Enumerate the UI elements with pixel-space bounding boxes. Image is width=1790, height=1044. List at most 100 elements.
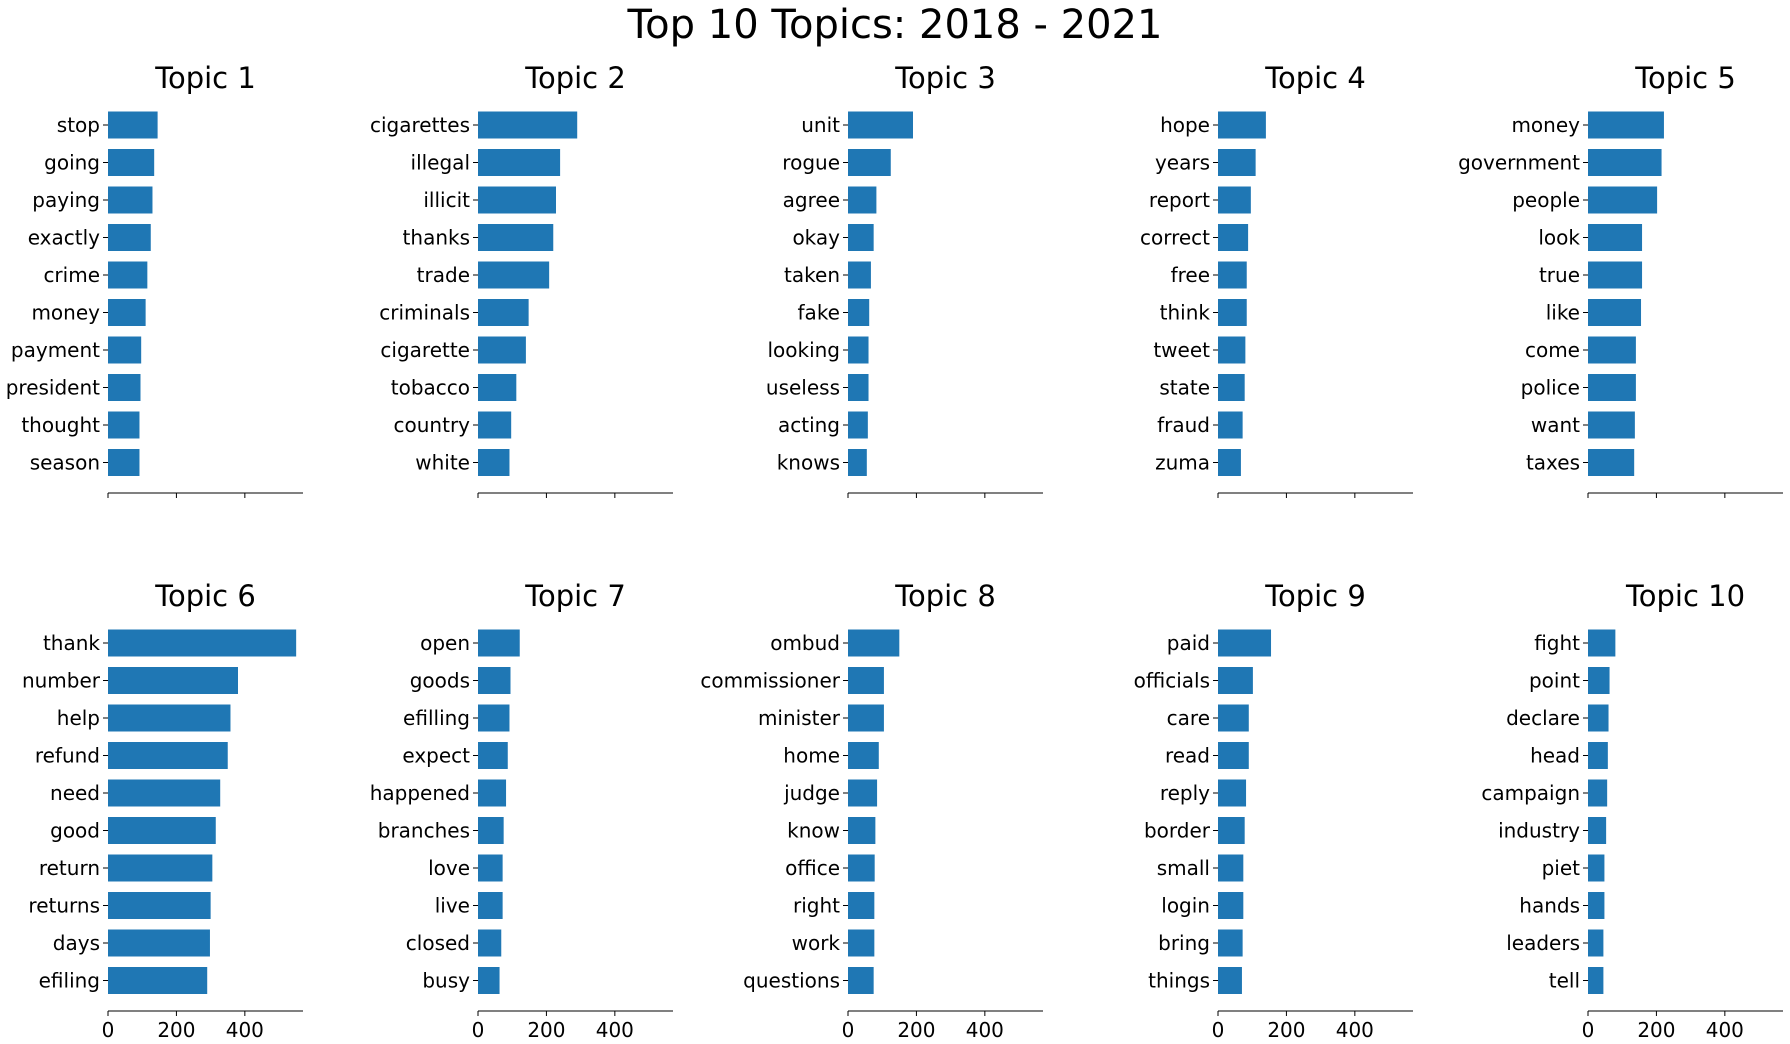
bar-love	[478, 854, 503, 882]
bar-hope	[1218, 111, 1266, 139]
bar-taxes	[1588, 449, 1635, 476]
bar-industry	[1588, 817, 1607, 844]
y-tick-label: efiling	[39, 969, 100, 993]
bar-know	[848, 817, 876, 844]
y-tick-label: trade	[417, 263, 470, 287]
y-tick-label: minister	[758, 706, 841, 730]
y-tick-label: knows	[777, 451, 840, 475]
x-tick-label: 0	[1212, 1018, 1225, 1042]
y-tick-label: officials	[1134, 669, 1210, 693]
bar-paid	[1218, 629, 1272, 657]
y-tick-label: days	[53, 931, 100, 955]
bar-work	[848, 929, 875, 957]
x-tick-label: 400	[1336, 1018, 1374, 1042]
y-tick-label: leaders	[1506, 931, 1580, 955]
bar-government	[1588, 149, 1662, 176]
bar-taken	[848, 261, 871, 289]
bar-unit	[848, 111, 913, 139]
y-tick-label: exactly	[28, 226, 100, 250]
bar-money	[1588, 111, 1664, 139]
bar-border	[1218, 817, 1245, 844]
topic-panels: Topic 1 stop going paying exactly crime money p…	[6, 61, 1783, 1042]
x-tick-label: 0	[102, 1018, 115, 1042]
bar-live	[478, 892, 503, 919]
x-tick-label: 200	[157, 1018, 195, 1042]
x-tick-label: 400	[966, 1018, 1004, 1042]
y-tick-label: true	[1539, 263, 1580, 287]
y-tick-label: agree	[783, 188, 840, 212]
panel-title: Topic 3	[894, 61, 996, 95]
bar-police	[1588, 374, 1636, 401]
bar-happened	[478, 779, 507, 807]
y-tick-label: report	[1149, 188, 1210, 212]
bar-thought	[108, 411, 140, 439]
y-tick-label: cigarette	[380, 338, 470, 362]
bar-come	[1588, 336, 1636, 364]
y-tick-label: white	[415, 451, 470, 475]
y-tick-label: expect	[402, 744, 470, 768]
bar-head	[1588, 742, 1608, 769]
bar-agree	[848, 186, 877, 214]
y-tick-label: piet	[1542, 856, 1581, 880]
panel-title: Topic 10	[1625, 579, 1745, 613]
y-tick-label: campaign	[1481, 781, 1580, 805]
y-tick-label: people	[1512, 188, 1580, 212]
y-tick-label: commissioner	[700, 669, 840, 693]
y-tick-label: read	[1165, 744, 1210, 768]
y-tick-label: crime	[43, 263, 100, 287]
bar-trade	[478, 261, 550, 289]
y-tick-label: season	[30, 451, 100, 475]
x-tick-label: 400	[226, 1018, 264, 1042]
y-tick-label: correct	[1140, 226, 1210, 250]
topic-panel-7: Topic 7 open goods efilling expect happened br…	[370, 579, 673, 1042]
y-tick-label: police	[1521, 376, 1580, 400]
y-tick-label: live	[435, 894, 470, 918]
bar-country	[478, 411, 512, 439]
y-tick-label: right	[793, 894, 840, 918]
y-tick-label: money	[31, 301, 100, 325]
bar-exactly	[108, 224, 151, 251]
y-tick-label: reply	[1160, 781, 1210, 805]
bar-commissioner	[848, 667, 884, 694]
bar-people	[1588, 186, 1658, 214]
topic-panel-4: Topic 4 hope years report correct free think tw…	[1140, 61, 1413, 498]
y-tick-label: work	[792, 931, 841, 955]
y-tick-label: love	[428, 856, 470, 880]
panel-title: Topic 2	[524, 61, 626, 95]
y-tick-label: open	[420, 631, 470, 655]
y-tick-label: illegal	[411, 151, 470, 175]
x-tick-label: 200	[1637, 1018, 1675, 1042]
bar-illicit	[478, 186, 556, 214]
bar-zuma	[1218, 449, 1241, 476]
bar-thank	[108, 629, 297, 657]
y-tick-label: fraud	[1157, 413, 1210, 437]
bar-questions	[848, 967, 874, 994]
x-tick-label: 400	[1706, 1018, 1744, 1042]
y-tick-label: taken	[784, 263, 840, 287]
bar-expect	[478, 742, 508, 769]
y-tick-label: good	[50, 819, 100, 843]
y-tick-label: return	[39, 856, 100, 880]
bar-season	[108, 449, 140, 476]
bar-office	[848, 854, 875, 882]
topic-panel-10: Topic 10 fight point declare head campaign ind…	[1481, 579, 1783, 1042]
y-tick-label: returns	[28, 894, 100, 918]
panel-title: Topic 7	[524, 579, 626, 613]
panel-title: Topic 4	[1264, 61, 1366, 95]
y-tick-label: rogue	[782, 151, 840, 175]
bar-criminals	[478, 299, 529, 326]
bar-small	[1218, 854, 1244, 882]
y-tick-label: useless	[766, 376, 840, 400]
x-tick-label: 400	[596, 1018, 634, 1042]
y-tick-label: president	[6, 376, 100, 400]
bar-knows	[848, 449, 867, 476]
y-tick-label: busy	[422, 969, 470, 993]
figure-title: Top 10 Topics: 2018 - 2021	[627, 2, 1163, 48]
y-tick-label: hope	[1160, 113, 1210, 137]
bar-look	[1588, 224, 1643, 251]
x-tick-label: 200	[897, 1018, 935, 1042]
bar-efilling	[478, 704, 510, 732]
y-tick-label: unit	[801, 113, 840, 137]
panel-title: Topic 1	[154, 61, 256, 95]
y-tick-label: office	[785, 856, 840, 880]
